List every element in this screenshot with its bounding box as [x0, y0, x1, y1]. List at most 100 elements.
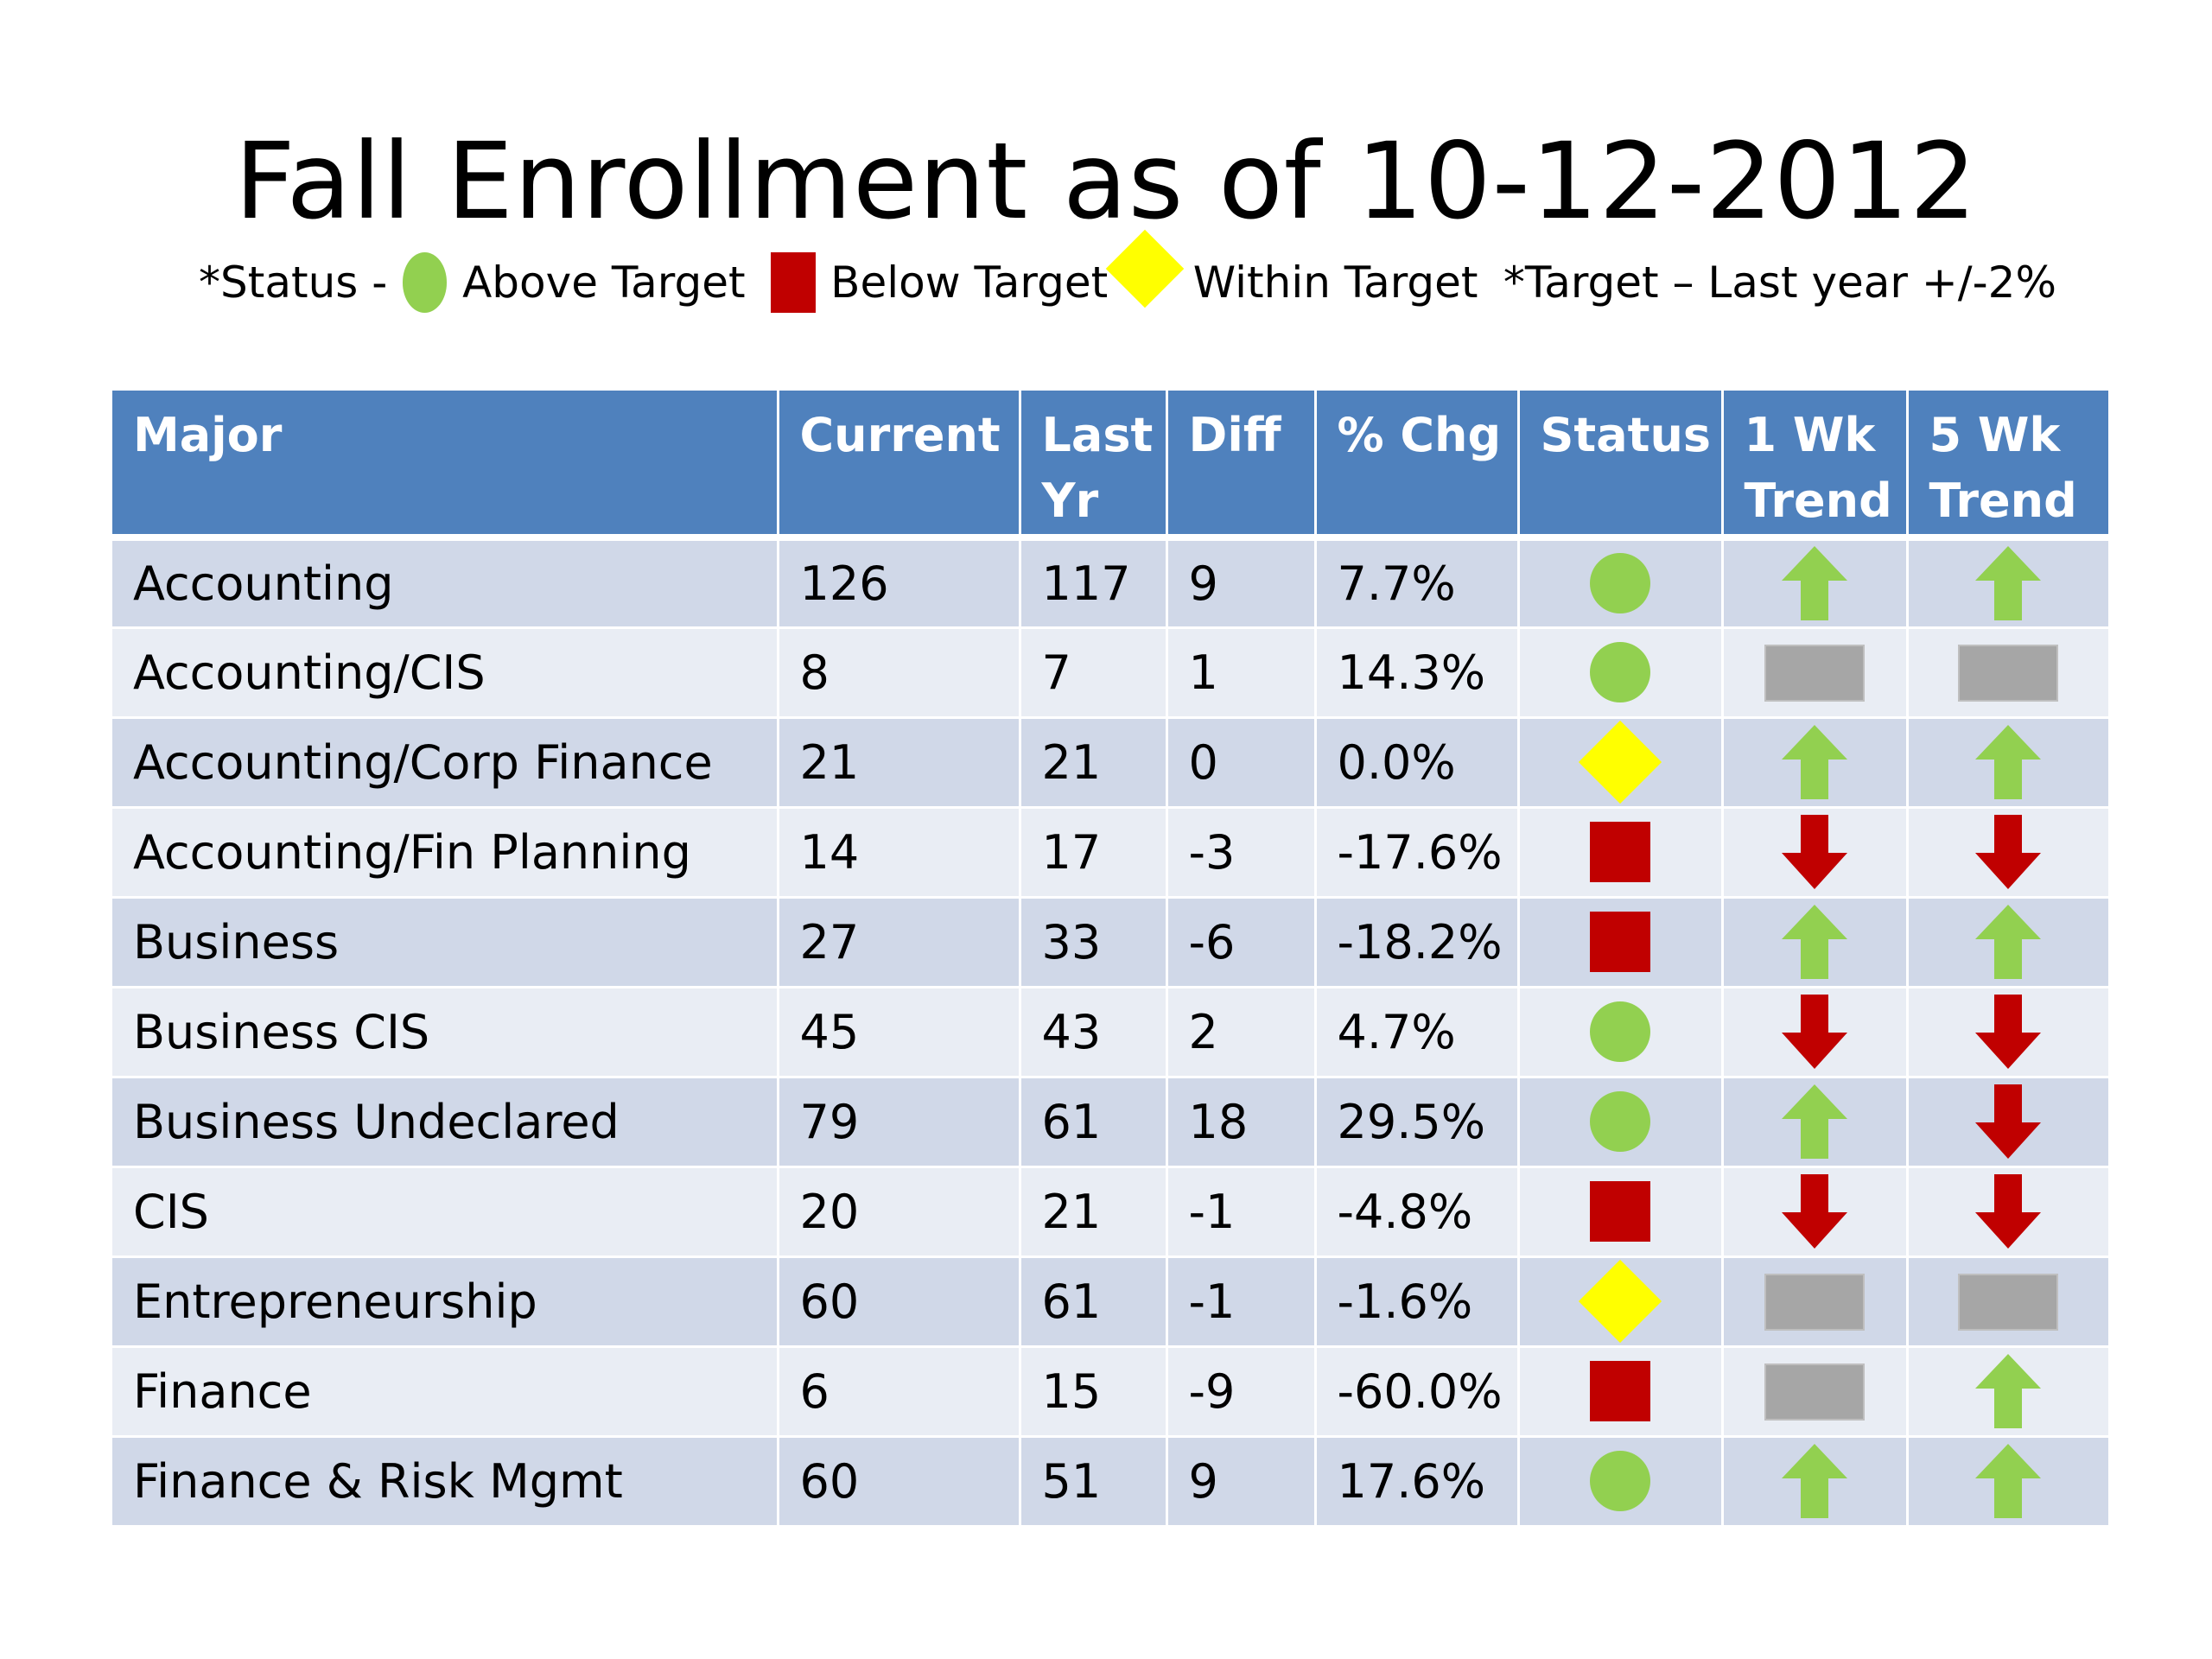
major-cell: Finance [112, 1346, 779, 1438]
status-cell [1518, 537, 1724, 629]
current-cell: 20 [778, 1166, 1021, 1258]
green-circle-icon [402, 252, 448, 313]
last-yr-cell: 15 [1020, 1346, 1168, 1438]
red-square-icon [1590, 822, 1650, 883]
red-square-icon [1590, 912, 1650, 973]
diff-cell: -3 [1166, 807, 1317, 899]
table-row: Business 27 33 -6 -18.2% [112, 897, 2108, 988]
current-cell: 6 [778, 1346, 1021, 1438]
table-row: Entrepreneurship 60 61 -1 -1.6% [112, 1256, 2108, 1348]
green-up-arrow-icon [1975, 546, 2042, 621]
trend-5wk-cell [1907, 1166, 2108, 1258]
trend-5wk-cell [1907, 627, 2108, 719]
pct-chg-cell: -60.0% [1315, 1346, 1520, 1438]
last-yr-cell: 21 [1020, 1166, 1168, 1258]
pct-chg-cell: -17.6% [1315, 807, 1520, 899]
trend-5wk-cell [1907, 807, 2108, 899]
green-up-arrow-icon [1782, 1444, 1847, 1518]
last-yr-cell: 61 [1020, 1077, 1168, 1168]
red-square-icon [771, 252, 816, 313]
pct-chg-cell: -1.6% [1315, 1256, 1520, 1348]
current-cell: 27 [778, 897, 1021, 988]
legend-target-note: *Target – Last year +/-2% [1503, 257, 2056, 308]
trend-1wk-cell [1722, 1436, 1909, 1528]
diff-cell: -6 [1166, 897, 1317, 988]
green-up-arrow-icon [1782, 725, 1847, 799]
trend-1wk-cell [1722, 807, 1909, 899]
green-up-arrow-icon [1782, 1084, 1847, 1159]
trend-1wk-cell [1722, 1166, 1909, 1258]
trend-5wk-cell [1907, 537, 2108, 629]
gray-flat-bar-icon [1764, 1274, 1865, 1332]
legend-above-label: Above Target [462, 257, 746, 308]
pct-chg-cell: -18.2% [1315, 897, 1520, 988]
major-cell: Accounting/CIS [112, 627, 779, 719]
status-legend: *Status - Above Target Below Target With… [199, 229, 2056, 321]
header-major: Major [112, 391, 779, 541]
status-cell [1518, 717, 1724, 809]
green-up-arrow-icon [1975, 1444, 2042, 1518]
header-1wk-trend: 1 Wk Trend [1722, 391, 1909, 541]
gray-flat-bar-icon [1764, 645, 1865, 702]
trend-1wk-cell [1722, 717, 1909, 809]
last-yr-cell: 51 [1020, 1436, 1168, 1528]
last-yr-cell: 33 [1020, 897, 1168, 988]
header-status: Status [1518, 391, 1724, 541]
trend-1wk-cell [1722, 1077, 1909, 1168]
yellow-diamond-icon [1577, 719, 1663, 805]
major-cell: Accounting [112, 537, 779, 629]
green-up-arrow-icon [1975, 725, 2042, 799]
gray-flat-bar-icon [1958, 645, 2059, 702]
table-row: Finance & Risk Mgmt 60 51 9 17.6% [112, 1436, 2108, 1528]
table-header-row: Major Current Last Yr Diff % Chg Status 1… [112, 391, 2108, 541]
table-row: CIS 20 21 -1 -4.8% [112, 1166, 2108, 1258]
header-5wk-trend: 5 Wk Trend [1907, 391, 2108, 541]
last-yr-cell: 117 [1020, 537, 1168, 629]
yellow-diamond-icon [1577, 1258, 1663, 1344]
status-cell [1518, 1256, 1724, 1348]
diff-cell: 9 [1166, 1436, 1317, 1528]
green-up-arrow-icon [1782, 905, 1847, 979]
current-cell: 60 [778, 1256, 1021, 1348]
current-cell: 45 [778, 987, 1021, 1078]
gray-flat-bar-icon [1764, 1363, 1865, 1421]
status-cell [1518, 987, 1724, 1078]
red-down-arrow-icon [1975, 1084, 2042, 1159]
trend-5wk-cell [1907, 1436, 2108, 1528]
status-cell [1518, 807, 1724, 899]
red-down-arrow-icon [1975, 1174, 2042, 1249]
enrollment-table: Major Current Last Yr Diff % Chg Status 1… [112, 391, 2108, 1528]
major-cell: Entrepreneurship [112, 1256, 779, 1348]
last-yr-cell: 43 [1020, 987, 1168, 1078]
pct-chg-cell: 14.3% [1315, 627, 1520, 719]
green-circle-icon [1590, 553, 1650, 614]
pct-chg-cell: 4.7% [1315, 987, 1520, 1078]
slide-title: Fall Enrollment as of 10-12-2012 [234, 120, 1978, 243]
green-up-arrow-icon [1782, 546, 1847, 621]
table-row: Business Undeclared 79 61 18 29.5% [112, 1077, 2108, 1168]
legend-below-label: Below Target [830, 257, 1109, 308]
trend-1wk-cell [1722, 537, 1909, 629]
diff-cell: -1 [1166, 1256, 1317, 1348]
pct-chg-cell: 0.0% [1315, 717, 1520, 809]
major-cell: Business [112, 897, 779, 988]
trend-5wk-cell [1907, 987, 2108, 1078]
trend-1wk-cell [1722, 1346, 1909, 1438]
green-up-arrow-icon [1975, 905, 2042, 979]
status-cell [1518, 897, 1724, 988]
major-cell: Finance & Risk Mgmt [112, 1436, 779, 1528]
green-circle-icon [1590, 1001, 1650, 1063]
status-cell [1518, 1166, 1724, 1258]
red-square-icon [1590, 1181, 1650, 1243]
table-row: Accounting 126 117 9 7.7% [112, 537, 2108, 629]
table-row: Business CIS 45 43 2 4.7% [112, 987, 2108, 1078]
diff-cell: 9 [1166, 537, 1317, 629]
status-cell [1518, 1346, 1724, 1438]
current-cell: 126 [778, 537, 1021, 629]
current-cell: 60 [778, 1436, 1021, 1528]
gray-flat-bar-icon [1958, 1274, 2059, 1332]
red-down-arrow-icon [1782, 1174, 1847, 1249]
last-yr-cell: 61 [1020, 1256, 1168, 1348]
legend-status-prefix: *Status - [199, 257, 388, 308]
red-square-icon [1590, 1361, 1650, 1422]
